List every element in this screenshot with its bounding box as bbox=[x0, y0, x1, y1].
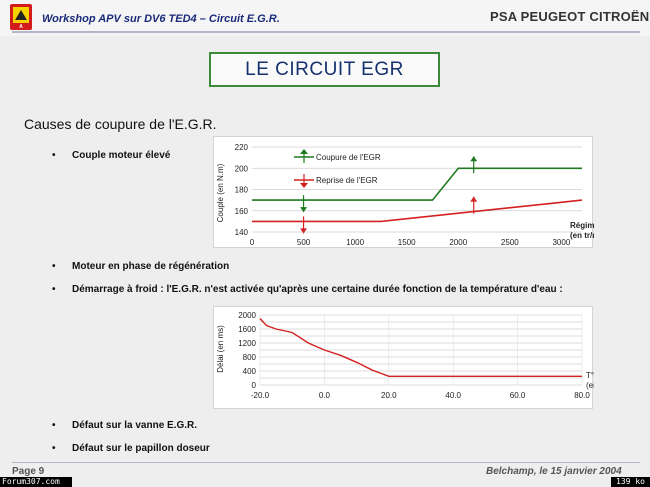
bullet-text: Moteur en phase de régénération bbox=[72, 261, 230, 272]
x-tick-label: 60.0 bbox=[510, 391, 526, 400]
x-axis-label-line2: (en °C) bbox=[586, 381, 594, 390]
workshop-title: Workshop APV sur DV6 TED4 – Circuit E.G.… bbox=[42, 13, 280, 25]
arrows bbox=[300, 156, 478, 234]
bullet-text: Défaut sur la vanne E.G.R. bbox=[72, 420, 198, 431]
legend-label-reprise: Reprise de l'EGR bbox=[316, 176, 378, 185]
delay-chart-panel: Délai (en ms) 2000 1600 1200 800 400 0 -20.0 0… bbox=[213, 306, 612, 409]
x-tick-label: 1500 bbox=[398, 238, 416, 247]
warning-logo-icon: A bbox=[10, 4, 32, 30]
x-tick-label: 3000 bbox=[552, 238, 570, 247]
logo-triangle-shape bbox=[15, 10, 27, 20]
x-tick-label: 1000 bbox=[346, 238, 364, 247]
down-arrow-icon bbox=[300, 207, 308, 213]
legend-marker-coupure bbox=[294, 149, 314, 163]
series-lines bbox=[259, 318, 582, 378]
slide-header: A Workshop APV sur DV6 TED4 – Circuit E.… bbox=[0, 0, 650, 36]
bullet-dot: • bbox=[52, 420, 56, 431]
x-tick-label: 40.0 bbox=[445, 391, 461, 400]
y-tick-label: 180 bbox=[235, 186, 249, 195]
y-axis-label: Couple (en N.m) bbox=[216, 163, 225, 222]
y-tick-label: 800 bbox=[243, 353, 257, 362]
x-tick-label: -20.0 bbox=[251, 391, 270, 400]
torque-chart: Couple (en N.m) 220 200 180 160 140 0 500 1000… bbox=[216, 143, 609, 247]
y-axis-label: Délai (en ms) bbox=[216, 325, 225, 373]
series-line-reprise bbox=[252, 199, 583, 223]
watermark-site: Forum307.com bbox=[0, 477, 72, 487]
up-arrow-icon bbox=[470, 156, 478, 162]
down-arrow-icon bbox=[300, 228, 308, 234]
x-axis-label-line1: T° eau bbox=[586, 371, 594, 380]
y-tick-label: 1600 bbox=[238, 325, 256, 334]
y-tick-label: 0 bbox=[252, 381, 257, 390]
gridlines bbox=[252, 146, 582, 233]
x-tick-labels: 0 500 1000 1500 2000 2500 3000 bbox=[250, 238, 571, 247]
series-lines bbox=[252, 167, 583, 223]
up-arrow-icon bbox=[470, 196, 478, 202]
x-axis-label-line1: Régime bbox=[570, 221, 594, 230]
x-tick-labels: -20.0 0.0 20.0 40.0 60.0 80.0 bbox=[251, 391, 590, 400]
title-box: LE CIRCUIT EGR bbox=[209, 52, 440, 87]
series-line-delay bbox=[259, 318, 582, 378]
x-tick-label: 2500 bbox=[501, 238, 519, 247]
x-tick-label: 20.0 bbox=[381, 391, 397, 400]
y-tick-label: 1200 bbox=[238, 339, 256, 348]
x-axis-label-line2: (en tr/min) bbox=[570, 231, 594, 240]
x-tick-label: 0 bbox=[250, 238, 255, 247]
y-tick-label: 140 bbox=[235, 228, 249, 237]
legend: Coupure de l'EGR Reprise de l'EGR bbox=[294, 149, 381, 188]
bullet-dot: • bbox=[52, 443, 56, 454]
bullet-dot: • bbox=[52, 150, 56, 161]
gridlines bbox=[259, 314, 583, 386]
series-line-coupure bbox=[252, 167, 582, 201]
x-tick-label: 500 bbox=[297, 238, 311, 247]
y-tick-labels: 220 200 180 160 140 bbox=[235, 143, 249, 237]
bullet-dot: • bbox=[52, 284, 56, 295]
bullet-text: Défaut sur le papillon doseur bbox=[72, 443, 210, 454]
x-tick-label: 2000 bbox=[449, 238, 467, 247]
legend-label-coupure: Coupure de l'EGR bbox=[316, 153, 381, 162]
x-tick-label: 80.0 bbox=[574, 391, 590, 400]
y-tick-label: 200 bbox=[235, 164, 249, 173]
legend-marker-reprise bbox=[294, 174, 314, 188]
section-heading: Causes de coupure de l'E.G.R. bbox=[24, 116, 217, 132]
y-tick-labels: 2000 1600 1200 800 400 0 bbox=[238, 311, 256, 390]
watermark-size: 139 ko bbox=[611, 477, 650, 487]
delay-chart: Délai (en ms) 2000 1600 1200 800 400 0 -20.0 0… bbox=[216, 311, 612, 400]
bullet-dot: • bbox=[52, 261, 56, 272]
page-number: Page 9 bbox=[12, 466, 45, 477]
main-title: LE CIRCUIT EGR bbox=[245, 58, 404, 80]
footer-divider bbox=[12, 462, 640, 463]
bullet-text: Couple moteur élevé bbox=[72, 150, 171, 161]
y-tick-label: 220 bbox=[235, 143, 249, 152]
logo-text: A bbox=[19, 24, 23, 30]
x-tick-label: 0.0 bbox=[319, 391, 331, 400]
y-tick-label: 160 bbox=[235, 207, 249, 216]
header-divider bbox=[12, 31, 640, 33]
brand-name: PSA PEUGEOT CITROËN bbox=[490, 9, 650, 24]
bullet-text: Démarrage à froid : l'E.G.R. n'est activ… bbox=[72, 284, 563, 295]
torque-chart-panel: Couple (en N.m) 220 200 180 160 140 0 500 1000… bbox=[213, 136, 609, 248]
footer-date: Belchamp, le 15 janvier 2004 bbox=[486, 466, 622, 477]
y-tick-label: 2000 bbox=[238, 311, 256, 320]
y-tick-label: 400 bbox=[243, 367, 257, 376]
